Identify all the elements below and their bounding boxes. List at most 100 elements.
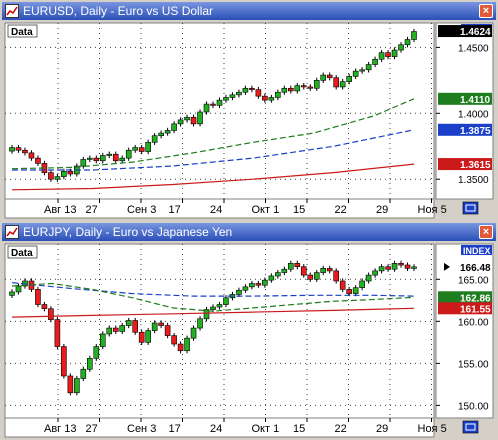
candle-down (307, 274, 314, 280)
candle-down (35, 157, 41, 164)
candle-up (359, 280, 365, 289)
candle-up (378, 266, 385, 272)
candle-up (171, 123, 177, 131)
candle-down (164, 325, 171, 336)
x-tick-label: 29 (376, 423, 388, 435)
candle-down (255, 283, 262, 286)
scale-icon[interactable] (462, 420, 479, 434)
scale-icon[interactable] (462, 201, 479, 215)
candle-up (242, 286, 249, 291)
candle-down (262, 95, 268, 101)
candle-up (99, 333, 106, 347)
candle-up (15, 285, 22, 293)
candle-up (106, 327, 113, 335)
candle-up (313, 80, 320, 89)
candle-up (119, 325, 126, 332)
moving-average-green (11, 282, 415, 312)
candle-down (67, 171, 74, 175)
candle-up (352, 287, 359, 294)
x-tick-label: Авг 13 (44, 423, 76, 435)
candle-down (255, 89, 262, 97)
y-tick-label: 1.4500 (458, 43, 489, 54)
price-marker-label: 166.48 (460, 263, 491, 274)
x-tick-label: 29 (376, 204, 388, 216)
candle-up (184, 116, 190, 121)
candle-down (15, 147, 22, 151)
candle-up (106, 153, 113, 156)
price-marker (438, 291, 492, 304)
candle-down (190, 116, 197, 125)
x-tick-label: 24 (210, 423, 222, 435)
moving-average-red (11, 163, 415, 191)
candle-up (294, 85, 301, 92)
y-tick-label: 150.00 (458, 401, 489, 412)
price-marker-label: 162.86 (460, 293, 491, 304)
eurjpy-title-bar[interactable]: EURJPY, Daily - Euro vs Japanese Yen × (2, 223, 496, 241)
candle-up (125, 320, 132, 326)
index-tag[interactable] (461, 245, 492, 255)
x-tick-label: 17 (169, 423, 181, 435)
candle-down (61, 346, 67, 377)
candle-up (365, 274, 372, 282)
candle-down (28, 152, 35, 159)
price-marker (438, 158, 492, 171)
x-tick-label: Ноя 5 (418, 204, 447, 216)
x-tick-label: Сен 3 (127, 204, 156, 216)
eurusd-chart-window: EURUSD, Daily - Euro vs US Dollar × Data… (2, 2, 496, 219)
candle-up (184, 337, 190, 352)
candle-up (249, 283, 255, 288)
y-tick-label: 160.00 (458, 317, 489, 328)
candle-down (300, 85, 307, 88)
x-tick-label: 17 (169, 204, 181, 216)
time-axis (4, 198, 435, 219)
price-marker (438, 260, 492, 273)
candle-up (203, 103, 210, 113)
time-axis (4, 417, 435, 438)
current-price-arrow (444, 262, 450, 271)
y-tick-label: 165.00 (458, 275, 489, 286)
candle-down (385, 52, 391, 57)
candle-down (404, 264, 411, 269)
candle-up (158, 132, 164, 137)
candle-down (177, 343, 184, 352)
price-marker (438, 302, 492, 315)
candle-down (333, 270, 339, 282)
eurjpy-chart-window: EURJPY, Daily - Euro vs Japanese Yen × D… (0, 221, 498, 440)
chart-window-icon (5, 225, 19, 239)
eurjpy-chart[interactable]: Data 165.00 160.00 155.00 150.00 INDEX 166.48 1… (4, 243, 494, 438)
candle-up (145, 330, 151, 343)
candle-up (372, 270, 378, 276)
x-tick-label: 27 (86, 204, 98, 216)
candle-up (145, 142, 151, 152)
chart-window-icon (5, 4, 19, 18)
close-icon[interactable]: × (479, 225, 493, 239)
candle-up (378, 52, 385, 60)
eurusd-window-title: EURUSD, Daily - Euro vs US Dollar (23, 4, 214, 18)
candle-up (87, 157, 93, 160)
candle-up (197, 111, 203, 125)
x-tick-label: 22 (335, 423, 347, 435)
candle-up (216, 304, 223, 308)
candle-up (411, 266, 417, 269)
eurusd-title-bar[interactable]: EURUSD, Daily - Euro vs US Dollar × (2, 2, 496, 20)
moving-average-blue (12, 129, 415, 171)
candle-up (80, 159, 87, 167)
candle-up (372, 58, 378, 65)
x-tick-label: 27 (86, 423, 98, 435)
candle-down (326, 268, 333, 272)
eurusd-chart[interactable]: Data1.45001.40001.3500INDEX1.46241.41101… (4, 22, 494, 219)
candle-up (320, 268, 327, 273)
x-tick-label: Окт 1 (252, 423, 280, 435)
candle-up (190, 327, 197, 339)
candle-up (281, 268, 288, 273)
close-icon[interactable]: × (479, 4, 493, 18)
candle-up (87, 358, 93, 370)
candle-down (385, 266, 391, 270)
candle-up (391, 49, 398, 57)
candle-down (54, 319, 61, 347)
candle-up (281, 87, 288, 93)
candle-up (398, 44, 404, 51)
candle-down (48, 308, 54, 320)
candle-up (404, 39, 411, 46)
candle-up (339, 81, 346, 88)
